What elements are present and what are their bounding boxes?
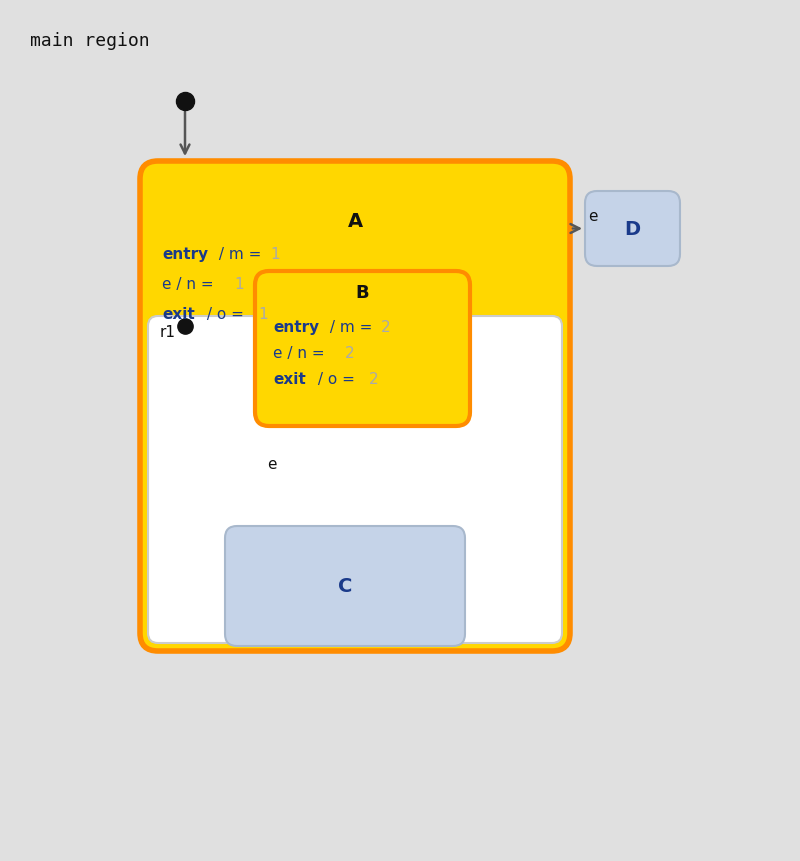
Text: exit: exit <box>273 372 306 387</box>
Text: e: e <box>267 456 277 472</box>
Text: D: D <box>625 220 641 238</box>
Text: main region: main region <box>30 32 150 50</box>
FancyBboxPatch shape <box>148 317 562 643</box>
FancyBboxPatch shape <box>225 526 465 647</box>
Text: 2: 2 <box>345 345 354 361</box>
Text: entry: entry <box>162 247 208 263</box>
Text: C: C <box>338 577 352 596</box>
Text: e / n =: e / n = <box>162 277 218 292</box>
FancyBboxPatch shape <box>255 272 470 426</box>
Text: / m =: / m = <box>325 319 378 335</box>
Text: A: A <box>347 212 362 231</box>
Text: / o =: / o = <box>313 372 360 387</box>
Text: exit: exit <box>162 307 194 322</box>
Text: r1: r1 <box>160 325 176 339</box>
Text: B: B <box>356 283 370 301</box>
Text: e: e <box>588 209 598 224</box>
Text: / m =: / m = <box>214 247 266 263</box>
Text: 2: 2 <box>381 319 390 335</box>
Text: 1: 1 <box>270 247 280 263</box>
FancyBboxPatch shape <box>140 162 570 651</box>
Text: 1: 1 <box>234 277 244 292</box>
Text: e / n =: e / n = <box>273 345 330 361</box>
Text: entry: entry <box>273 319 319 335</box>
Text: 2: 2 <box>369 372 378 387</box>
FancyBboxPatch shape <box>585 192 680 267</box>
Text: 1: 1 <box>258 307 268 322</box>
Text: / o =: / o = <box>202 307 249 322</box>
